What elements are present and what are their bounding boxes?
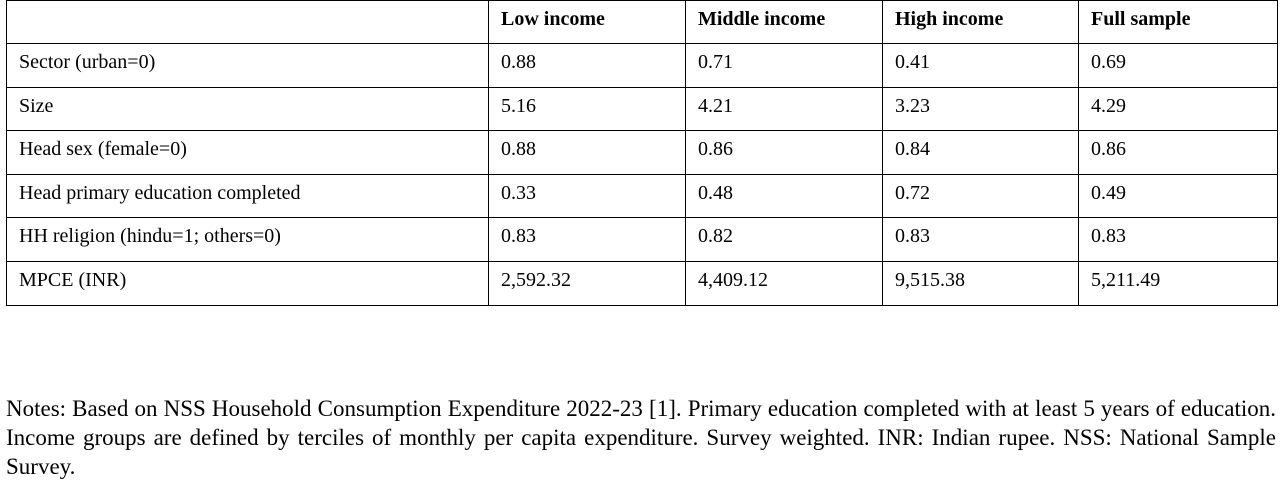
table-cell: 3.23	[882, 86, 1079, 131]
row-label: Sector (urban=0)	[6, 43, 489, 88]
table-row: Sector (urban=0) 0.88 0.71 0.41 0.69	[6, 43, 1278, 88]
table-row: HH religion (hindu=1; others=0) 0.83 0.8…	[6, 217, 1278, 262]
table-cell: 0.33	[488, 173, 686, 218]
table-cell: 0.48	[685, 173, 883, 218]
table-row: Head sex (female=0) 0.88 0.86 0.84 0.86	[6, 130, 1278, 175]
table-cell: 5,211.49	[1078, 260, 1278, 306]
table-cell: 0.71	[685, 43, 883, 88]
table-cell: 2,592.32	[488, 260, 686, 306]
table-cell: 5.16	[488, 86, 686, 131]
table-notes: Notes: Based on NSS Household Consumptio…	[6, 396, 1276, 479]
column-header-low-income: Low income	[488, 0, 686, 44]
row-label: MPCE (INR)	[6, 260, 489, 306]
table-cell: 0.83	[488, 217, 686, 262]
table-cell: 0.88	[488, 43, 686, 88]
row-label: HH religion (hindu=1; others=0)	[6, 217, 489, 262]
table-cell: 4,409.12	[685, 260, 883, 306]
table-cell: 0.86	[685, 130, 883, 175]
table-cell: 0.83	[1078, 217, 1278, 262]
summary-statistics-table: Low income Middle income High income Ful…	[6, 0, 1278, 306]
table-cell: 0.88	[488, 130, 686, 175]
row-label: Size	[6, 86, 489, 131]
table-cell: 4.21	[685, 86, 883, 131]
column-header-high-income: High income	[882, 0, 1079, 44]
table-row: Size 5.16 4.21 3.23 4.29	[6, 86, 1278, 131]
table-cell: 9,515.38	[882, 260, 1079, 306]
table-cell: 0.83	[882, 217, 1079, 262]
column-header-middle-income: Middle income	[685, 0, 883, 44]
table-cell: 0.49	[1078, 173, 1278, 218]
table-cell: 0.82	[685, 217, 883, 262]
table-row: Head primary education completed 0.33 0.…	[6, 173, 1278, 218]
table-cell: 0.69	[1078, 43, 1278, 88]
row-label: Head sex (female=0)	[6, 130, 489, 175]
column-header-variable	[6, 0, 489, 44]
table-cell: 0.41	[882, 43, 1079, 88]
column-header-full-sample: Full sample	[1078, 0, 1278, 44]
table-header-row: Low income Middle income High income Ful…	[6, 0, 1278, 44]
table-row: MPCE (INR) 2,592.32 4,409.12 9,515.38 5,…	[6, 260, 1278, 306]
table-cell: 0.72	[882, 173, 1079, 218]
table-cell: 4.29	[1078, 86, 1278, 131]
table-cell: 0.86	[1078, 130, 1278, 175]
table-cell: 0.84	[882, 130, 1079, 175]
row-label: Head primary education completed	[6, 173, 489, 218]
